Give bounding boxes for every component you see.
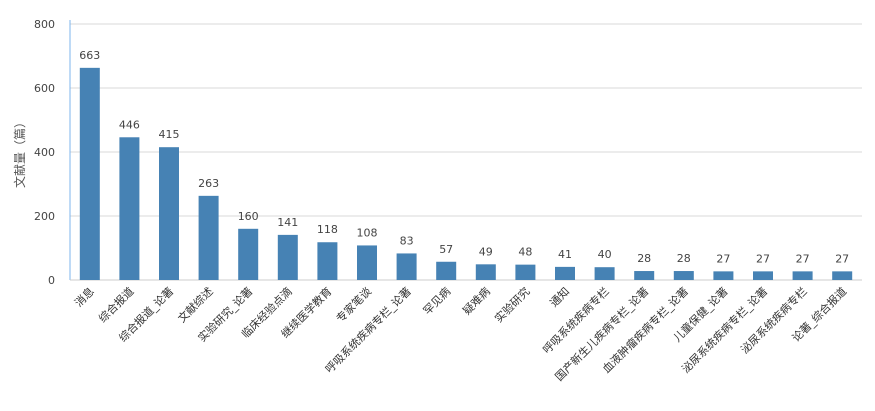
axes (69, 20, 862, 281)
bar (119, 137, 140, 280)
data-label: 41 (558, 248, 572, 261)
grid-lines (70, 23, 862, 217)
bar (515, 264, 536, 280)
x-tick-label: 罕见病 (420, 284, 453, 317)
bar (832, 271, 853, 280)
bar (634, 271, 655, 280)
bar (357, 245, 377, 280)
data-label: 160 (238, 210, 259, 223)
x-tick-label: 实验研究 (492, 284, 533, 325)
data-label: 27 (835, 252, 849, 265)
bar (238, 228, 259, 280)
bar (159, 147, 179, 280)
bars (79, 67, 853, 280)
bar (198, 195, 219, 280)
data-label: 141 (277, 216, 298, 229)
data-label: 446 (119, 118, 140, 131)
x-tick-label: 文献综述 (175, 284, 216, 325)
data-label: 108 (357, 226, 378, 239)
data-label: 263 (198, 177, 219, 190)
bar (277, 234, 298, 280)
data-labels: 663 446 415 263 160 141 118 108 83 57 49 48 41 40 28 28… (79, 49, 849, 266)
bar (673, 271, 694, 280)
x-tick-label: 呼吸系统疾病专栏 (540, 284, 612, 356)
data-label: 57 (439, 243, 453, 256)
x-tick-label: 疑难病 (460, 284, 493, 317)
data-label: 28 (677, 252, 691, 265)
bar (396, 253, 417, 280)
bar (555, 266, 575, 280)
x-tick-label: 通知 (547, 284, 572, 309)
y-tick-label: 200 (34, 210, 55, 223)
y-tick-label: 400 (34, 146, 55, 159)
y-axis-label: 文献量（篇） (12, 116, 27, 188)
data-label: 27 (756, 252, 770, 265)
x-tick-label: 消息 (71, 284, 96, 309)
y-tick-label: 600 (34, 82, 55, 95)
data-label: 27 (796, 252, 810, 265)
data-label: 48 (518, 246, 532, 259)
data-label: 118 (317, 223, 338, 236)
data-label: 27 (716, 252, 730, 265)
bar (713, 271, 734, 280)
bar (753, 271, 773, 280)
x-tick-label: 泌尿系统疾病专栏 (738, 284, 810, 356)
bar (317, 242, 338, 280)
y-tick-label: 800 (34, 18, 55, 31)
data-label: 40 (598, 248, 612, 261)
data-label: 28 (637, 252, 651, 265)
y-tick-labels: 0 200 400 600 800 (34, 18, 55, 287)
bar (594, 267, 615, 280)
data-label: 49 (479, 245, 493, 258)
bar (475, 264, 496, 280)
x-tick-label: 综合报道 (96, 284, 137, 325)
data-label: 415 (159, 128, 180, 141)
y-tick-label: 0 (48, 274, 55, 287)
bar (79, 67, 100, 280)
x-tick-label: 专家笔谈 (333, 284, 374, 325)
data-label: 83 (400, 234, 414, 247)
bar (436, 261, 457, 280)
data-label: 663 (79, 49, 100, 62)
bar (792, 271, 813, 280)
